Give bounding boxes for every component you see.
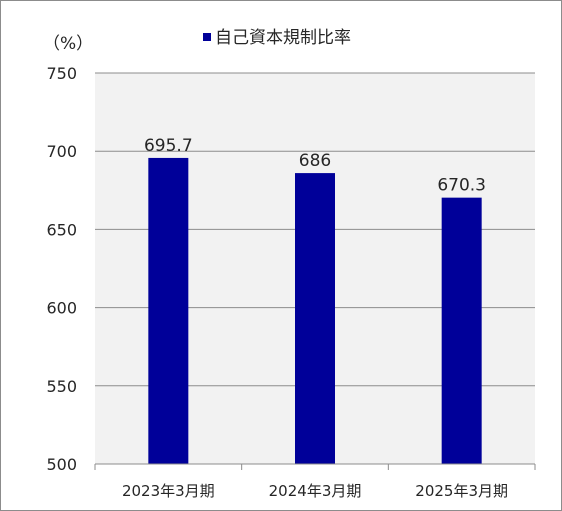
x-tick-label: 2023年3月期: [122, 482, 215, 500]
y-tick-label: 650: [46, 220, 77, 239]
y-tick-label: 700: [46, 142, 77, 161]
bars: [148, 157, 482, 464]
bar: [441, 197, 482, 464]
data-label: 686: [299, 151, 331, 171]
y-tick-label: 500: [46, 455, 77, 474]
y-tick-label: 750: [46, 64, 77, 83]
x-axis: 2023年3月期 2024年3月期 2025年3月期: [94, 463, 536, 500]
bar: [148, 157, 189, 464]
x-tick-label: 2025年3月期: [415, 482, 508, 500]
legend: 自己資本規制比率: [203, 28, 351, 48]
data-label: 695.7: [144, 136, 193, 156]
data-labels: 695.7 686 670.3: [144, 136, 486, 196]
bar: [295, 173, 335, 464]
legend-swatch: [203, 33, 211, 41]
y-axis-ticks: 500 550 600 650 700 750: [46, 64, 77, 474]
legend-label: 自己資本規制比率: [215, 28, 351, 48]
y-tick-label: 550: [46, 377, 77, 396]
data-label: 670.3: [437, 176, 486, 196]
y-axis-unit-label: （%）: [43, 34, 93, 54]
y-tick-label: 600: [46, 299, 77, 318]
x-tick-label: 2024年3月期: [269, 482, 362, 500]
